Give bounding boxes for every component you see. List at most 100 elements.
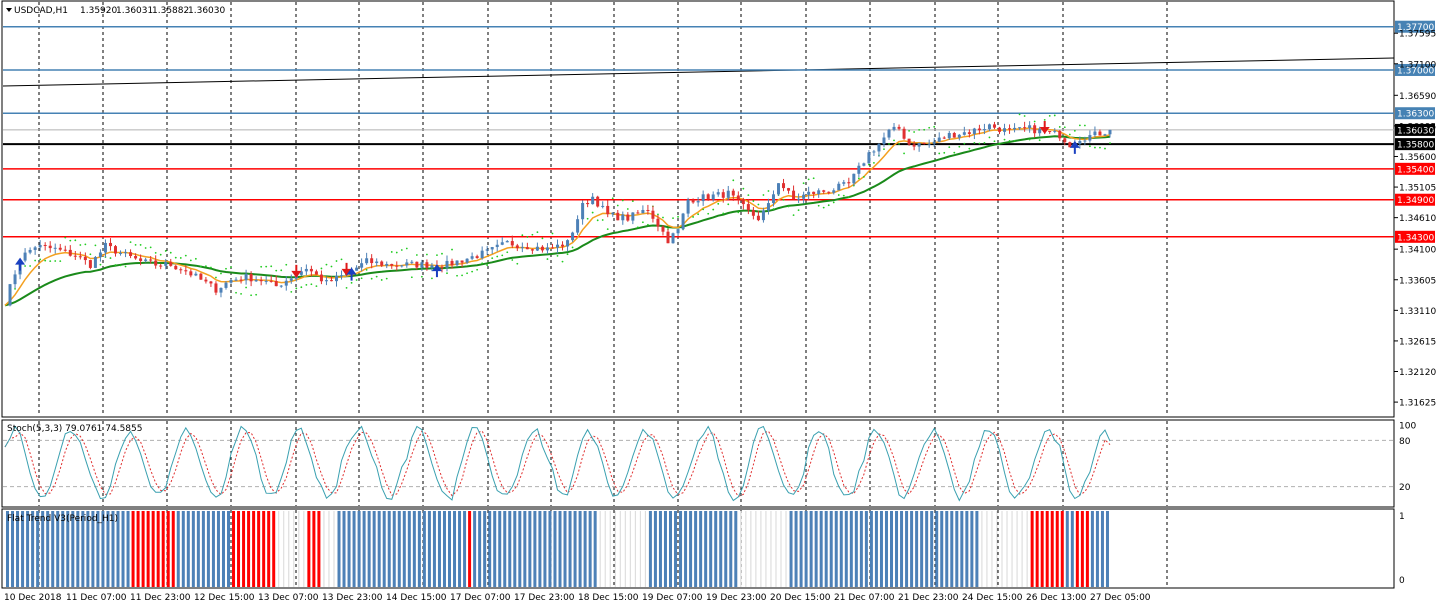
candle-body: [621, 214, 625, 221]
flat-trend-bar: [216, 511, 220, 587]
flat-trend-bar: [915, 511, 919, 587]
candle-body: [415, 261, 419, 268]
flat-trend-bar: [508, 511, 512, 587]
sar-dot: [270, 265, 273, 268]
stochastic-panel[interactable]: [1, 419, 1395, 508]
main-price-panel[interactable]: [1, 0, 1395, 418]
sar-dot: [1058, 126, 1061, 128]
sar-dot: [883, 148, 885, 150]
sar-dot: [1094, 146, 1096, 149]
sar-dot: [84, 243, 87, 246]
flat-trend-bar: [679, 511, 683, 587]
candle-body: [792, 190, 796, 200]
flat-trend-bar: [658, 511, 662, 587]
candle-body: [857, 165, 861, 174]
flat-trend-bar: [814, 511, 818, 587]
flat-trend-bar: [839, 511, 843, 587]
sar-dot: [235, 291, 237, 294]
candle-body: [917, 142, 921, 147]
flat-tick-label: 0: [1399, 576, 1405, 586]
candle-body: [38, 244, 42, 248]
candle-body: [13, 274, 17, 285]
sar-dot: [64, 236, 67, 239]
candle-body: [1003, 128, 1007, 132]
sar-dot: [205, 265, 207, 268]
candle-body: [48, 245, 52, 249]
sar-dot: [1073, 129, 1076, 132]
sar-dot: [415, 254, 418, 256]
sar-dot: [390, 251, 393, 253]
sar-dot: [827, 204, 830, 207]
sar-dot: [566, 253, 569, 256]
candle-body: [340, 275, 344, 277]
sell-arrow-icon: [291, 264, 302, 278]
sar-dot: [923, 128, 926, 131]
sar-dot: [601, 219, 604, 221]
candle-body: [455, 260, 459, 266]
candle-body: [686, 199, 690, 214]
candle-body: [1033, 125, 1037, 134]
low-value: 1.35882: [152, 6, 189, 16]
x-tick-label: 13 Dec 23:00: [322, 593, 383, 603]
flat-trend-bar: [799, 511, 803, 587]
sar-dot: [672, 217, 674, 220]
candle-body: [53, 247, 57, 249]
sar-dot: [501, 254, 504, 257]
sar-dot: [466, 272, 468, 275]
flat-trend-bar: [397, 511, 401, 587]
sar-dot: [873, 161, 875, 164]
flat-trend-bar: [699, 511, 703, 587]
candle-body: [430, 265, 434, 268]
candle-body: [726, 190, 730, 198]
flat-trend-bar: [523, 511, 527, 587]
horizontal-levels[interactable]: 1.37700 1.37000 1.36300 1.35800 1.35400 1.349…: [2, 20, 1435, 244]
sar-dot: [988, 136, 991, 139]
y-tick-label: 1.36095: [1399, 122, 1436, 132]
flat-trend-bar: [191, 511, 195, 587]
candle-body: [23, 252, 27, 261]
flat-trend-bar: [367, 511, 371, 587]
candle-body: [319, 274, 323, 282]
sar-dot: [903, 152, 905, 155]
sar-dot: [1078, 124, 1081, 127]
flat-trend-bar: [890, 511, 893, 587]
sar-dot: [1013, 139, 1016, 142]
high-value: 1.36031: [116, 6, 153, 16]
sar-dot: [24, 265, 26, 267]
sar-dot: [707, 212, 710, 215]
sar-dot: [426, 253, 428, 256]
candle-body: [882, 137, 886, 145]
sar-dot: [59, 260, 62, 263]
candle-body: [189, 271, 193, 276]
flat-trend-bar: [181, 511, 185, 587]
sar-dot: [792, 214, 795, 217]
candle-body: [817, 190, 821, 195]
candle-body: [852, 173, 856, 184]
candle-body: [581, 202, 585, 220]
candle-body: [405, 262, 409, 266]
candle-body: [872, 151, 876, 153]
candle-body: [987, 124, 991, 130]
candle-body: [616, 212, 620, 221]
level-price-label: 1.36300: [1397, 110, 1434, 120]
flat-trend-bar: [945, 511, 949, 587]
x-tick-label: 12 Dec 15:00: [194, 593, 255, 603]
flat-trend-bar: [372, 511, 376, 587]
flat-trend-panel[interactable]: [1, 508, 1395, 589]
sar-dot: [305, 283, 308, 286]
collapse-triangle-icon[interactable]: [6, 8, 12, 12]
candle-body: [1048, 131, 1052, 133]
flat-trend-bar: [859, 511, 863, 587]
candle-body: [907, 138, 911, 145]
sar-dot: [330, 265, 333, 268]
y-tick-label: 1.32615: [1399, 337, 1436, 347]
candle-body: [1103, 134, 1107, 136]
sar-dot: [255, 293, 258, 296]
candle-body: [495, 244, 499, 248]
flat-trend-bar: [1060, 511, 1064, 587]
candle-body: [33, 247, 37, 250]
candle-body: [751, 210, 755, 216]
candle-body: [782, 183, 786, 189]
candle-body: [385, 263, 389, 266]
